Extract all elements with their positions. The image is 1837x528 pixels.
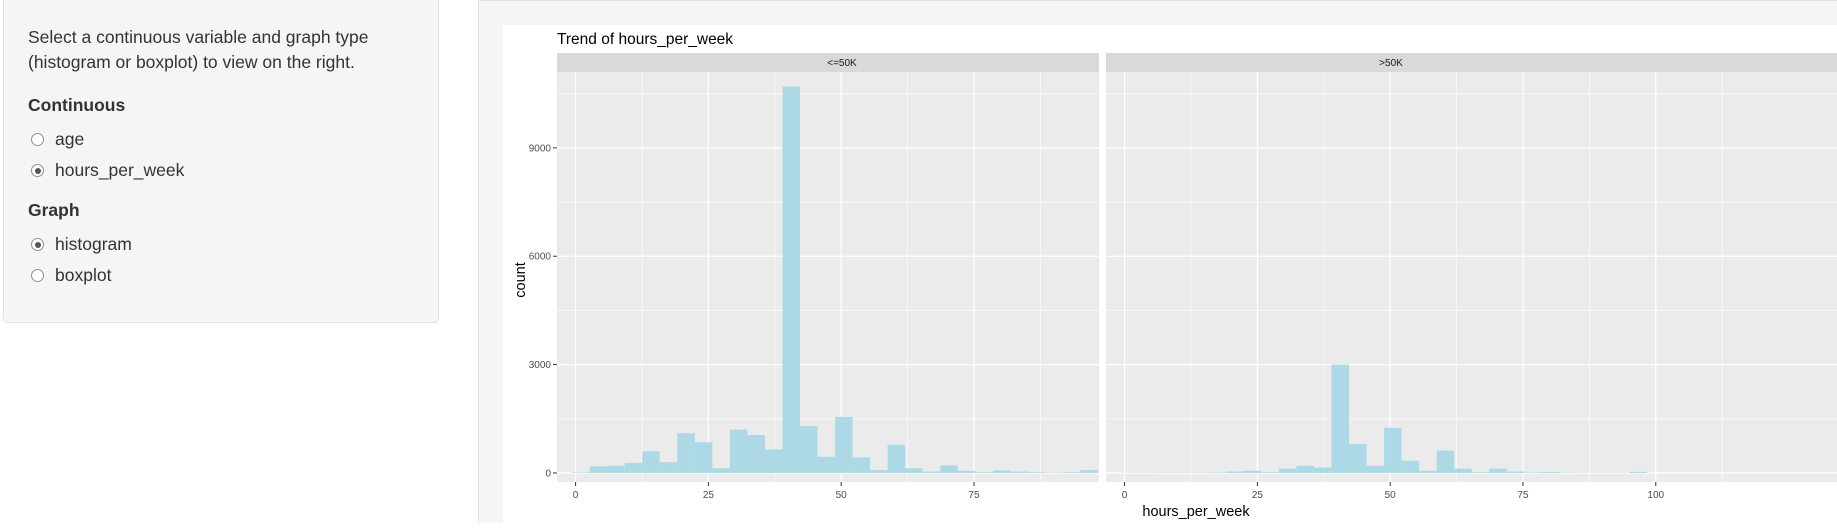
continuous-label: Continuous <box>28 95 414 116</box>
histogram-bar <box>1437 451 1455 473</box>
x-tick-label: 75 <box>968 490 980 501</box>
histogram-bar <box>1384 428 1402 473</box>
graph-label: Graph <box>28 200 414 221</box>
histogram-bar <box>1507 472 1525 473</box>
histogram-bar <box>1279 469 1297 473</box>
histogram-bar <box>747 435 765 473</box>
x-tick-label: 50 <box>836 490 848 501</box>
histogram-bar <box>1629 472 1647 473</box>
facet-strip-label: >50K <box>1379 58 1403 69</box>
radio-button-icon[interactable] <box>31 238 44 251</box>
histogram-bar <box>818 457 836 473</box>
histogram-chart: Trend of hours_per_week hours_per_week c… <box>503 25 1837 523</box>
histogram-bar <box>642 451 660 473</box>
histogram-bar <box>590 466 608 473</box>
x-tick-label: 25 <box>1252 490 1264 501</box>
histogram-bar <box>1314 468 1332 473</box>
y-axis-label: count <box>513 262 529 297</box>
radio-boxplot[interactable]: boxplot <box>28 260 414 291</box>
histogram-bar <box>765 449 783 472</box>
histogram-bar <box>1454 469 1472 473</box>
histogram-bar <box>1349 444 1367 473</box>
histogram-bar <box>1261 472 1279 473</box>
histogram-bar <box>695 442 713 473</box>
histogram-bar <box>730 430 748 473</box>
radio-label-hours-per-week: hours_per_week <box>55 160 184 181</box>
histogram-bar <box>782 86 800 473</box>
histogram-bar <box>888 445 906 473</box>
histogram-bar <box>1524 472 1542 473</box>
histogram-bar <box>660 462 678 473</box>
histogram-plot: Trend of hours_per_week hours_per_week c… <box>503 25 1837 523</box>
radio-button-icon[interactable] <box>31 164 44 177</box>
histogram-bar <box>1489 469 1507 473</box>
y-tick-label: 3000 <box>529 360 552 371</box>
histogram-bar <box>1209 472 1227 473</box>
y-tick-label: 0 <box>545 468 551 479</box>
histogram-bar <box>1010 472 1028 473</box>
histogram-bar <box>1367 466 1385 473</box>
histogram-bar <box>1419 471 1437 473</box>
histogram-bar <box>1063 472 1081 473</box>
histogram-bar <box>958 471 976 473</box>
x-tick-label: 25 <box>703 490 715 501</box>
histogram-bar <box>923 472 941 473</box>
histogram-bar <box>905 468 923 473</box>
histogram-bar <box>835 417 853 473</box>
histogram-bar <box>625 463 643 473</box>
x-tick-label: 75 <box>1517 490 1529 501</box>
radio-label-histogram: histogram <box>55 234 132 255</box>
histogram-bar <box>1402 461 1420 473</box>
histogram-bar <box>800 426 818 473</box>
histogram-bar <box>1331 365 1349 473</box>
histogram-bar <box>1542 472 1560 473</box>
histogram-bar <box>993 470 1011 473</box>
facet-strip <box>1106 53 1837 72</box>
facet-strip-label: <=50K <box>827 58 857 69</box>
histogram-bar <box>607 466 625 473</box>
histogram-bar <box>1244 471 1262 473</box>
sidebar-panel: Select a continuous variable and graph t… <box>3 0 439 323</box>
histogram-bar <box>1226 472 1244 473</box>
histogram-bar <box>1472 472 1490 473</box>
y-tick-label: 9000 <box>529 143 552 154</box>
histogram-bar <box>870 470 888 473</box>
chart-title: Trend of hours_per_week <box>557 31 733 48</box>
facet-panel: >50K 0 25 50 75 100 <box>1058 53 1837 501</box>
y-tick-label: 6000 <box>529 252 552 263</box>
histogram-bar <box>572 472 590 473</box>
histogram-bar <box>975 472 993 473</box>
radio-button-icon[interactable] <box>31 133 44 146</box>
continuous-radio-group: age hours_per_week <box>28 124 414 186</box>
histogram-bar <box>712 468 730 473</box>
panel-background <box>557 72 1099 482</box>
histogram-bar <box>677 433 695 473</box>
x-tick-label: 0 <box>1122 490 1128 501</box>
panel-background <box>1106 72 1837 482</box>
histogram-bar <box>1028 472 1046 473</box>
graph-radio-group: histogram boxplot <box>28 229 414 291</box>
x-tick-label: 0 <box>573 490 579 501</box>
help-text: Select a continuous variable and graph t… <box>28 25 414 75</box>
histogram-bar <box>1296 466 1314 473</box>
radio-label-boxplot: boxplot <box>55 265 111 286</box>
histogram-bar <box>1080 470 1098 473</box>
facet-panel: <=50K 0 25 50 75 0 3000 6000 9000 <box>509 53 1173 501</box>
x-tick-label: 50 <box>1385 490 1397 501</box>
radio-label-age: age <box>55 129 84 150</box>
radio-histogram[interactable]: histogram <box>28 229 414 260</box>
x-axis-label: hours_per_week <box>1142 504 1250 520</box>
radio-hours-per-week[interactable]: hours_per_week <box>28 155 414 186</box>
histogram-bar <box>940 465 958 473</box>
radio-button-icon[interactable] <box>31 269 44 282</box>
x-tick-label: 100 <box>1647 490 1664 501</box>
histogram-bar <box>853 457 871 473</box>
radio-age[interactable]: age <box>28 124 414 155</box>
